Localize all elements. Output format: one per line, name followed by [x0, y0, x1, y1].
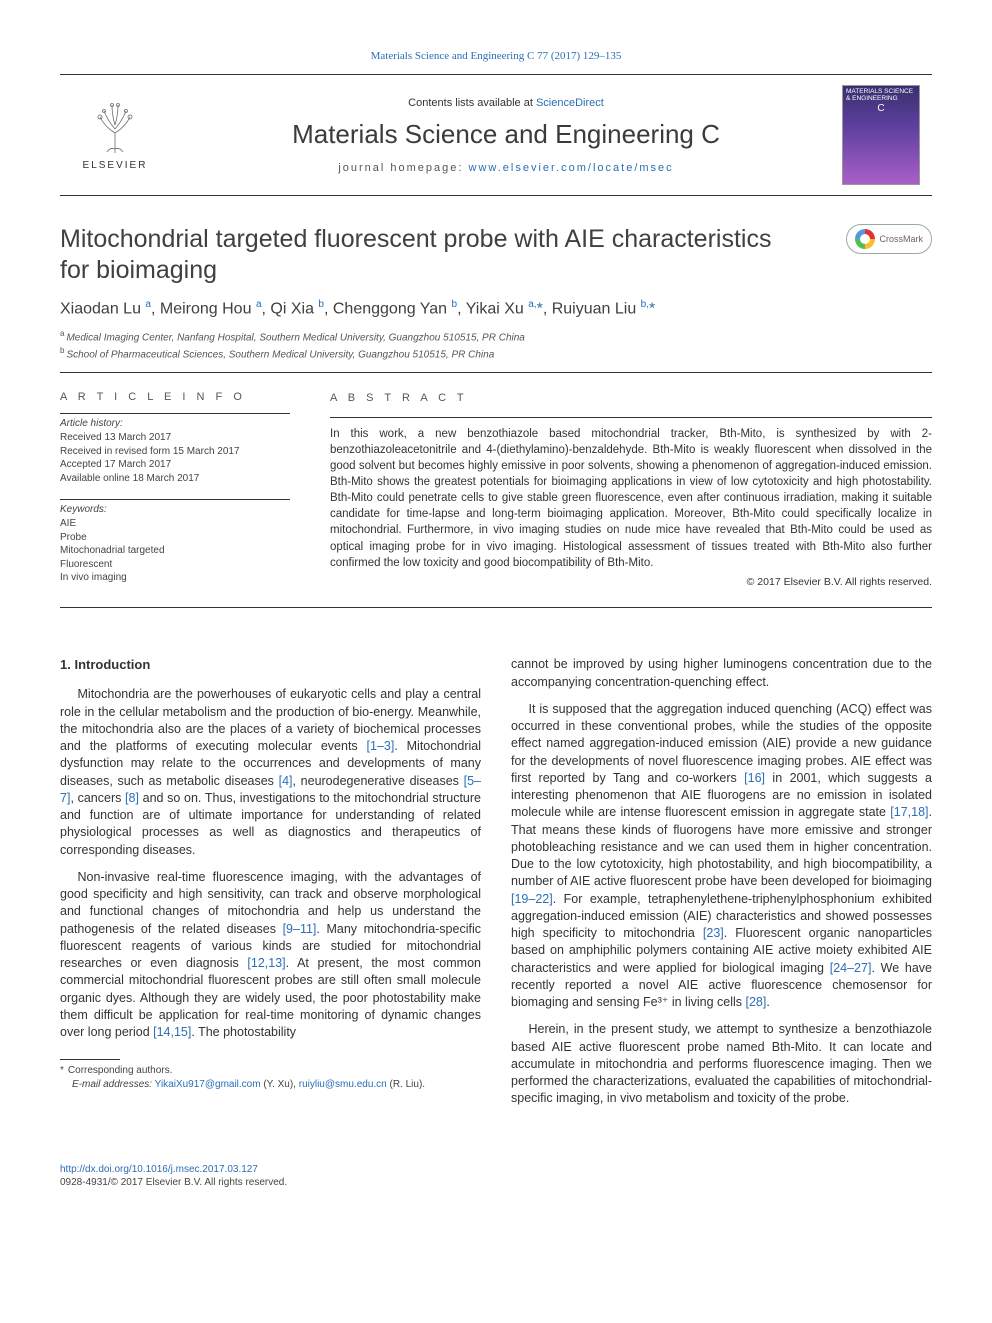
- paragraph: It is supposed that the aggregation indu…: [511, 701, 932, 1012]
- contents-prefix: Contents lists available at: [408, 97, 536, 109]
- paragraph: Non-invasive real-time fluorescence imag…: [60, 869, 481, 1042]
- journal-title: Materials Science and Engineering C: [170, 119, 842, 150]
- citation-link[interactable]: [1–3]: [367, 739, 395, 753]
- keyword: AIE: [60, 517, 290, 531]
- journal-homepage-line: journal homepage: www.elsevier.com/locat…: [170, 162, 842, 174]
- citation-link[interactable]: [4]: [279, 774, 293, 788]
- authors-line: Xiaodan Lu a, Meirong Hou a, Qi Xia b, C…: [60, 299, 932, 318]
- cover-text-1: MATERIALS SCIENCE & ENGINEERING: [846, 89, 916, 102]
- author-1-aff[interactable]: a: [145, 299, 151, 310]
- keyword: Fluorescent: [60, 558, 290, 572]
- body-column-left: 1. Introduction Mitochondria are the pow…: [60, 656, 481, 1117]
- abstract-copyright: © 2017 Elsevier B.V. All rights reserved…: [330, 575, 932, 590]
- author-2-aff[interactable]: a: [256, 299, 262, 310]
- keyword: Mitochonadrial targeted: [60, 544, 290, 558]
- abstract-column: A B S T R A C T In this work, a new benz…: [330, 391, 932, 589]
- article-history: Article history: Received 13 March 2017 …: [60, 413, 290, 485]
- running-head-link[interactable]: Materials Science and Engineering C 77 (…: [371, 50, 622, 62]
- article-info-heading: A R T I C L E I N F O: [60, 391, 290, 403]
- corresponding-footnote: *Corresponding authors. E-mail addresses…: [60, 1064, 481, 1091]
- affiliations-block: aMedical Imaging Center, Nanfang Hospita…: [60, 328, 932, 363]
- abstract-heading: A B S T R A C T: [330, 391, 932, 406]
- citation-link[interactable]: [17,18]: [890, 805, 928, 819]
- elsevier-tree-icon: [90, 99, 140, 158]
- author-6-aff[interactable]: b,: [641, 299, 649, 310]
- author-3: Qi Xia: [270, 300, 314, 317]
- paragraph: Herein, in the present study, we attempt…: [511, 1021, 932, 1107]
- author-5-aff[interactable]: a,: [528, 299, 536, 310]
- cover-text-2: C: [846, 104, 916, 114]
- citation-link[interactable]: [12,13]: [247, 956, 285, 970]
- crossmark-icon: [855, 229, 875, 249]
- rule: [60, 372, 932, 373]
- author-4-aff[interactable]: b: [452, 299, 458, 310]
- keywords-label: Keywords:: [60, 499, 290, 515]
- body-column-right: cannot be improved by using higher lumin…: [511, 656, 932, 1117]
- history-accepted: Accepted 17 March 2017: [60, 458, 290, 472]
- citation-link[interactable]: [28]: [746, 995, 767, 1009]
- article-info-column: A R T I C L E I N F O Article history: R…: [60, 391, 290, 589]
- citation-link[interactable]: [8]: [125, 791, 139, 805]
- author-1: Xiaodan Lu: [60, 300, 141, 317]
- publisher-name: ELSEVIER: [83, 160, 148, 171]
- corr-email-2[interactable]: ruiyliu@smu.edu.cn: [299, 1079, 387, 1090]
- history-label: Article history:: [60, 418, 290, 429]
- keyword: Probe: [60, 531, 290, 545]
- journal-masthead: ELSEVIER Contents lists available at Sci…: [60, 74, 932, 196]
- section-heading-introduction: 1. Introduction: [60, 656, 481, 674]
- corr-email-2-who: (R. Liu).: [387, 1079, 425, 1090]
- citation-link[interactable]: [16]: [744, 771, 765, 785]
- keyword: In vivo imaging: [60, 571, 290, 585]
- email-label: E-mail addresses:: [72, 1079, 152, 1090]
- contents-line: Contents lists available at ScienceDirec…: [170, 97, 842, 109]
- keywords-list: AIE Probe Mitochonadrial targeted Fluore…: [60, 517, 290, 585]
- text-run: .: [766, 995, 769, 1009]
- author-4: Chenggong Yan: [333, 300, 447, 317]
- abstract-body: In this work, a new benzothiazole based …: [330, 428, 932, 569]
- rule: [60, 607, 932, 608]
- issn-copyright: 0928-4931/© 2017 Elsevier B.V. All right…: [60, 1177, 932, 1188]
- citation-link[interactable]: [23]: [703, 926, 724, 940]
- citation-link[interactable]: [9–11]: [283, 922, 317, 936]
- article-body: 1. Introduction Mitochondria are the pow…: [60, 656, 932, 1117]
- author-3-aff[interactable]: b: [318, 299, 324, 310]
- affiliation-a: Medical Imaging Center, Nanfang Hospital…: [66, 332, 524, 343]
- homepage-prefix: journal homepage:: [338, 162, 468, 174]
- corr-email-1-who: (Y. Xu),: [261, 1079, 299, 1090]
- crossmark-label: CrossMark: [879, 234, 923, 244]
- article-title: Mitochondrial targeted fluorescent probe…: [60, 224, 800, 287]
- author-5: Yikai Xu: [466, 300, 524, 317]
- history-received: Received 13 March 2017: [60, 431, 290, 445]
- citation-link[interactable]: [19–22]: [511, 892, 553, 906]
- footnote-rule: [60, 1059, 120, 1060]
- author-2: Meirong Hou: [160, 300, 252, 317]
- journal-homepage-link[interactable]: www.elsevier.com/locate/msec: [469, 162, 674, 174]
- journal-cover-thumbnail: MATERIALS SCIENCE & ENGINEERING C: [842, 85, 920, 185]
- author-5-corr[interactable]: *: [537, 300, 543, 317]
- author-6: Ruiyuan Liu: [552, 300, 637, 317]
- author-6-corr[interactable]: *: [649, 300, 655, 317]
- corr-label: Corresponding authors.: [68, 1065, 173, 1076]
- citation-link[interactable]: [24–27]: [830, 961, 872, 975]
- doi-link[interactable]: http://dx.doi.org/10.1016/j.msec.2017.03…: [60, 1164, 258, 1175]
- history-online: Available online 18 March 2017: [60, 472, 290, 486]
- paragraph: Mitochondria are the powerhouses of euka…: [60, 686, 481, 859]
- history-revised: Received in revised form 15 March 2017: [60, 445, 290, 459]
- sciencedirect-link[interactable]: ScienceDirect: [536, 97, 604, 109]
- publisher-logo-block: ELSEVIER: [60, 99, 170, 171]
- text-run: , neurodegenerative diseases: [293, 774, 464, 788]
- crossmark-badge[interactable]: CrossMark: [846, 224, 932, 254]
- running-head: Materials Science and Engineering C 77 (…: [60, 50, 932, 62]
- paragraph: cannot be improved by using higher lumin…: [511, 656, 932, 691]
- affiliation-b: School of Pharmaceutical Sciences, South…: [66, 349, 494, 360]
- page-footer: http://dx.doi.org/10.1016/j.msec.2017.03…: [60, 1164, 932, 1188]
- text-run: , cancers: [70, 791, 125, 805]
- text-run: . The photostability: [191, 1025, 296, 1039]
- corr-email-1[interactable]: YikaiXu917@gmail.com: [155, 1079, 261, 1090]
- citation-link[interactable]: [14,15]: [153, 1025, 191, 1039]
